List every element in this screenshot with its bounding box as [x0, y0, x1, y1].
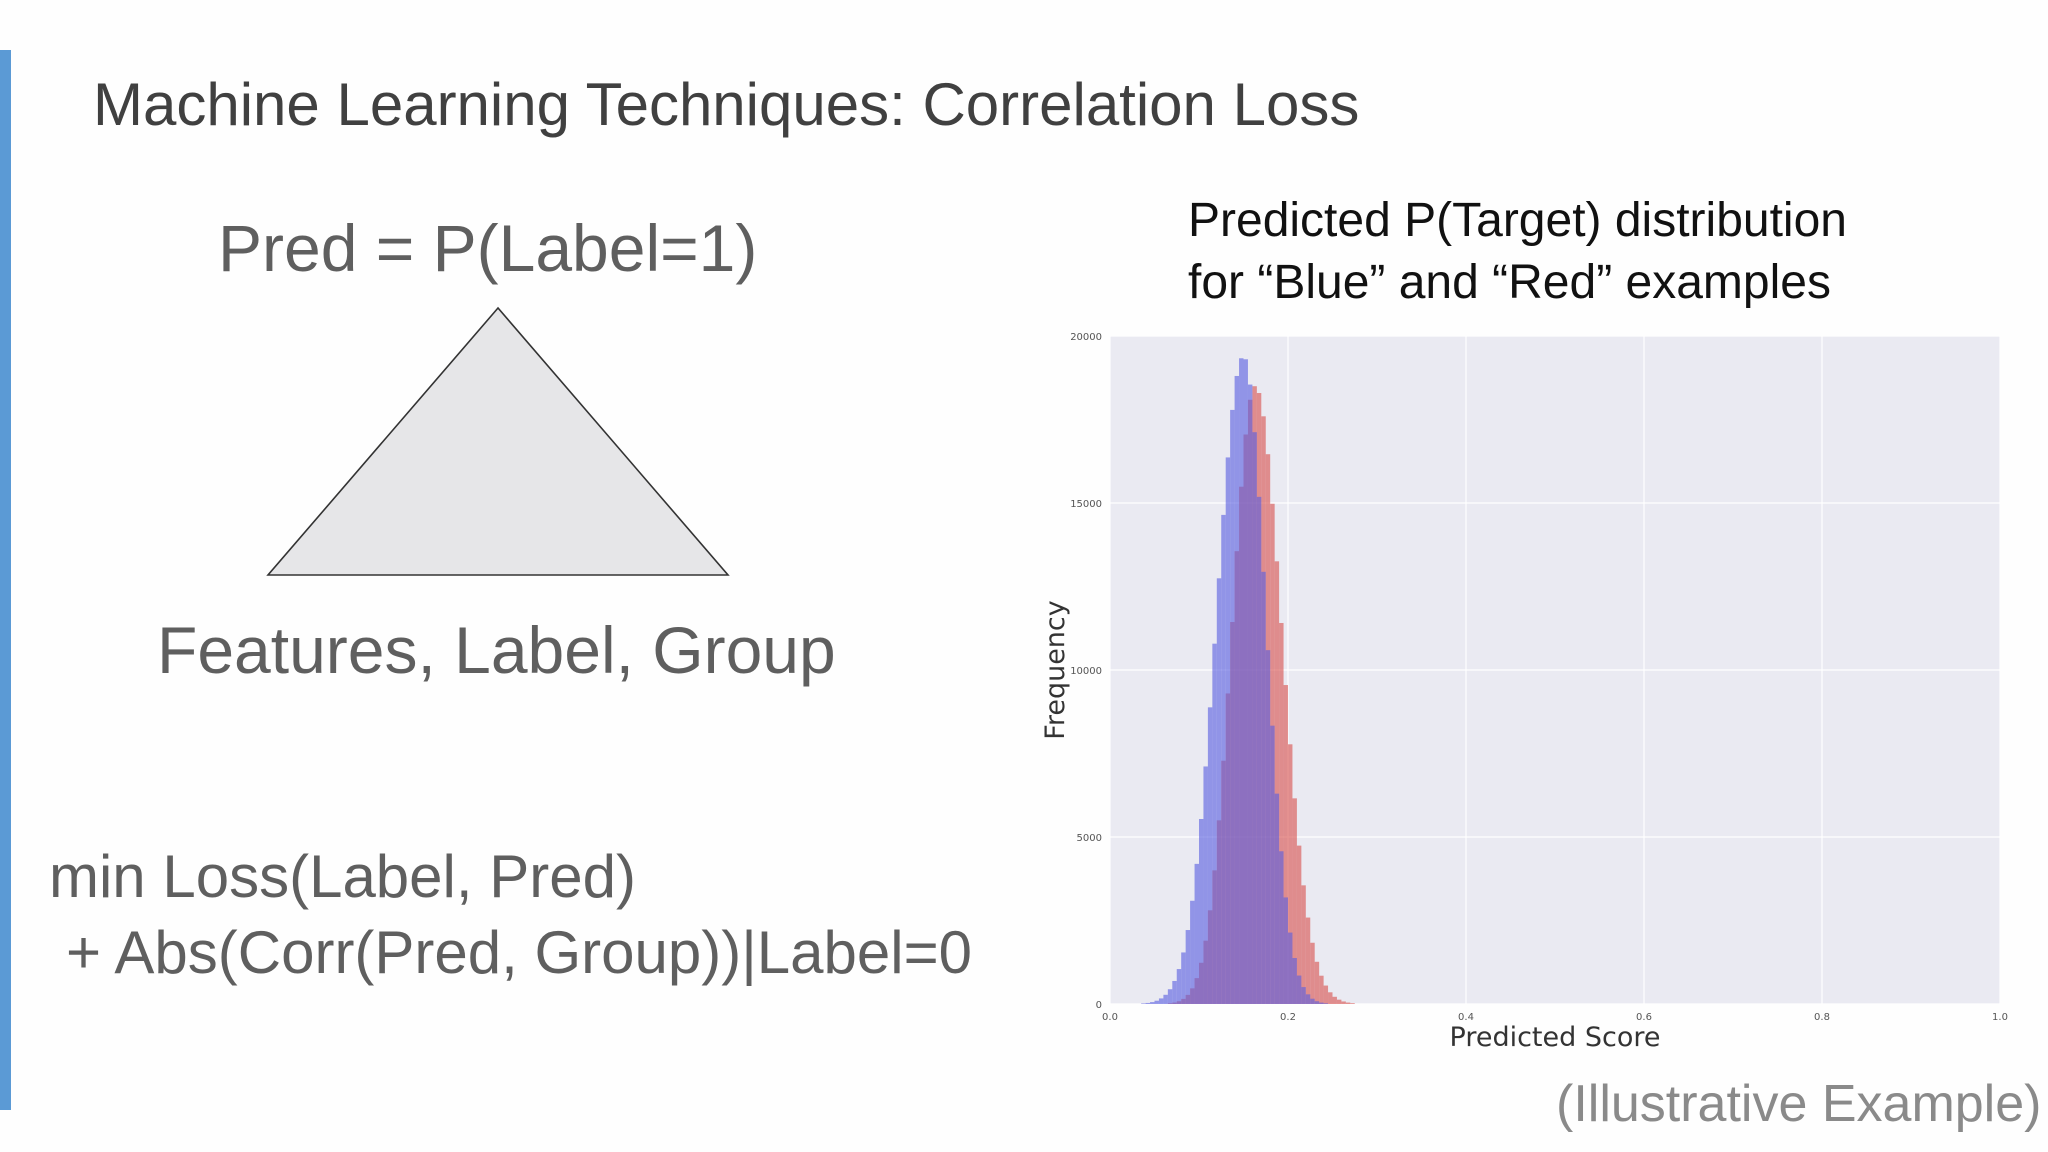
x-axis-title: Predicted Score	[1450, 1022, 1661, 1053]
histogram-bar	[1279, 851, 1284, 1004]
histogram-bar	[1181, 952, 1186, 1004]
x-tick-label: 0.4	[1458, 1012, 1474, 1023]
histogram-bar	[1296, 845, 1302, 1004]
x-tick-label: 1.0	[1992, 1012, 2008, 1023]
histogram-bar	[1194, 863, 1199, 1004]
histogram-bar	[1247, 384, 1253, 1004]
series-layer	[1141, 358, 1355, 1005]
model-triangle-shape	[266, 306, 730, 576]
histogram-bar	[1207, 707, 1213, 1004]
histogram-bar	[1203, 766, 1208, 1004]
histogram-bar	[1288, 932, 1293, 1004]
histogram-bar	[1243, 359, 1248, 1004]
histogram-bar	[1319, 1002, 1324, 1004]
histogram-bar	[1350, 1003, 1355, 1004]
histogram-bar	[1230, 409, 1235, 1004]
y-tick-label: 20000	[1070, 332, 1102, 343]
series-1	[1141, 358, 1329, 1004]
histogram-bar	[1301, 987, 1306, 1004]
histogram-bar	[1274, 793, 1280, 1004]
histogram-bar	[1150, 1002, 1155, 1004]
histogram-bar	[1221, 514, 1226, 1004]
histogram-bar	[1154, 1000, 1159, 1004]
histogram-bar	[1279, 622, 1284, 1004]
histogram-bar	[1305, 994, 1311, 1004]
x-tick-label: 0.8	[1814, 1012, 1830, 1023]
model-input-label: Features, Label, Group	[157, 613, 836, 687]
histogram-bar	[1288, 744, 1293, 1004]
histogram-bar	[1323, 985, 1329, 1004]
histogram-bar	[1283, 897, 1288, 1004]
histogram-bar	[1158, 998, 1164, 1004]
histogram-chart: 0.0 0.2 0.4 0.6 0.8 1.0 0 5000 10000 15000 20000 P…	[1040, 332, 2008, 1053]
histogram-bar	[1345, 1002, 1351, 1004]
slide-title: Machine Learning Techniques: Correlation…	[93, 71, 1360, 138]
histogram-bar	[1283, 685, 1288, 1004]
histogram-bar	[1190, 900, 1195, 1004]
histogram-bar	[1252, 432, 1257, 1004]
histogram-bar	[1199, 818, 1204, 1004]
histogram-bar	[1176, 969, 1182, 1004]
histogram-bar	[1274, 561, 1280, 1004]
histogram-bar	[1265, 650, 1271, 1004]
chart-heading: Predicted P(Target) distribution for “Bl…	[1188, 190, 1847, 314]
histogram-bar	[1310, 942, 1315, 1004]
histogram-bar	[1145, 1002, 1151, 1004]
histogram-bar	[1256, 496, 1262, 1004]
histogram-bar	[1225, 457, 1231, 1004]
x-tick-label: 0.2	[1280, 1012, 1296, 1023]
y-tick-label: 0	[1096, 1000, 1102, 1011]
histogram-bar	[1261, 571, 1266, 1004]
histogram-bar	[1332, 996, 1337, 1004]
histogram-bar	[1163, 994, 1168, 1004]
histogram-bar	[1301, 885, 1306, 1004]
histogram-bar	[1141, 1003, 1146, 1004]
x-tick-label: 0.0	[1102, 1012, 1118, 1023]
histogram-bar	[1319, 975, 1324, 1004]
chart-heading-line-1: Predicted P(Target) distribution	[1188, 194, 1847, 247]
histogram-bar	[1185, 930, 1191, 1004]
y-tick-label: 15000	[1070, 499, 1102, 510]
y-axis-title: Frequency	[1040, 600, 1071, 740]
model-triangle	[266, 306, 730, 576]
illustrative-footnote: (Illustrative Example)	[1556, 1075, 2042, 1133]
histogram-bar	[1323, 1003, 1329, 1004]
histogram-bar	[1216, 578, 1222, 1004]
histogram-bar	[1305, 917, 1311, 1004]
x-tick-label: 0.6	[1636, 1012, 1652, 1023]
histogram-bar	[1296, 975, 1302, 1004]
model-output-label: Pred = P(Label=1)	[218, 211, 758, 285]
histogram-bar	[1172, 980, 1177, 1004]
histogram-bar	[1314, 961, 1320, 1004]
chart-heading-line-2: for “Blue” and “Red” examples	[1188, 256, 1831, 309]
histogram-bar	[1292, 798, 1297, 1004]
histogram-bar	[1328, 992, 1333, 1004]
histogram-bar	[1167, 989, 1173, 1004]
histogram-bar	[1310, 998, 1315, 1004]
objective-line-1: min Loss(Label, Pred)	[49, 843, 636, 910]
histogram-bar	[1292, 957, 1297, 1004]
histogram-bar	[1270, 725, 1275, 1004]
y-tick-label: 5000	[1077, 833, 1102, 844]
histogram-bar	[1314, 1001, 1320, 1004]
accent-bar	[0, 50, 11, 1110]
histogram-bar	[1234, 375, 1240, 1004]
histogram-bar	[1212, 643, 1217, 1004]
histogram-bar	[1336, 999, 1342, 1004]
histogram-bar	[1239, 358, 1244, 1004]
objective-line-2: + Abs(Corr(Pred, Group))|Label=0	[66, 919, 973, 986]
y-tick-label: 10000	[1070, 666, 1102, 677]
tick-labels: 0.0 0.2 0.4 0.6 0.8 1.0 0 5000 10000 15000 20000	[1070, 332, 2008, 1023]
histogram-bar	[1341, 1001, 1346, 1004]
